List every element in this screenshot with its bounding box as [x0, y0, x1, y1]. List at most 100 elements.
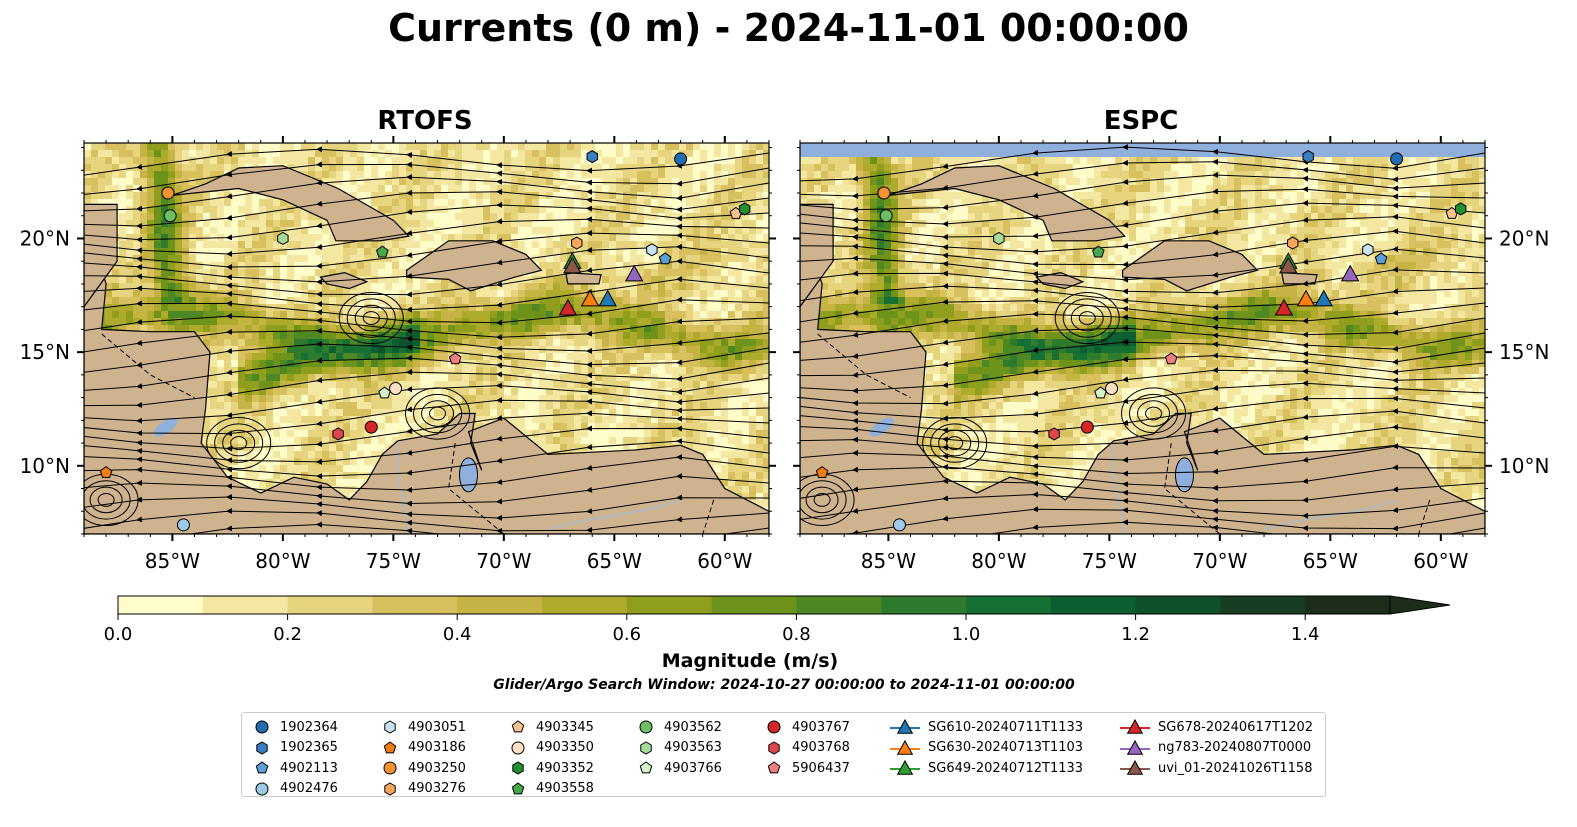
colorbar-tick-label: 1.0: [952, 624, 981, 645]
colorbar-segment: [372, 596, 458, 614]
x-tick-label: 75°W: [366, 549, 421, 573]
colorbar-extend-arrow: [1389, 595, 1451, 615]
float-marker: [1390, 152, 1404, 166]
legend-item: 4903186: [380, 738, 466, 759]
legend-label: 4903276: [408, 781, 466, 797]
colorbar-tick-label: 0.2: [273, 624, 302, 645]
legend-item: SG678-20240617T1202: [1120, 717, 1313, 738]
float-marker: [161, 186, 175, 200]
float-marker: [646, 243, 658, 257]
legend-label: ng783-20240807T0000: [1158, 740, 1312, 756]
float-marker: [1094, 386, 1107, 399]
colorbar-tick-label: 0.4: [443, 624, 472, 645]
float-marker: [877, 186, 891, 200]
float-marker: [993, 231, 1005, 246]
hexagon-icon: [640, 741, 652, 755]
legend-label: 4903250: [408, 760, 466, 776]
map-panel-espc: 85°W 80°W 75°W 70°W 65°W 60°W 10°N 15°N 20°N: [793, 136, 1549, 573]
hexagon-icon: [384, 782, 396, 796]
circle-icon: [511, 741, 525, 755]
colorbar-segment: [881, 596, 967, 614]
legend-item: 4903250: [380, 758, 466, 779]
panel-title-espc: ESPC: [1103, 106, 1179, 136]
legend-item: ng783-20240807T0000: [1120, 738, 1313, 759]
legend-item: 4903768: [764, 738, 850, 759]
legend-item: 4903352: [508, 758, 594, 779]
legend-item: SG610-20240711T1133: [890, 717, 1083, 738]
x-tick-label: 70°W: [1192, 549, 1247, 573]
legend-label: 5906437: [792, 760, 850, 776]
x-tick-label: 85°W: [861, 549, 916, 573]
eddy-streamline: [222, 429, 256, 457]
float-marker: [332, 427, 344, 441]
glider-tracks: [1274, 252, 1360, 316]
landmass: [800, 203, 834, 308]
legend-item: 4903767: [764, 717, 850, 738]
eddy-streamline: [1145, 406, 1163, 421]
float-marker: [879, 209, 893, 223]
legend-item: SG630-20240713T1103: [890, 738, 1083, 759]
glider-marker: [1296, 289, 1316, 307]
glider-marker: [1279, 256, 1298, 274]
legend-label: 1902364: [280, 719, 338, 735]
eddy-streamline: [230, 436, 248, 450]
legend-item: 5906437: [764, 758, 850, 779]
argo-floats: [99, 150, 751, 532]
float-marker: [1454, 202, 1467, 216]
map-panel-rtofs: 85°W 80°W 75°W 70°W 65°W 60°W 10°N 15°N 20°N: [20, 136, 776, 573]
eddy-streamline: [938, 429, 972, 457]
colorbar-segment: [202, 596, 289, 614]
streamline: [852, 519, 1485, 534]
pentagon-icon: [639, 761, 653, 774]
no-data-band: [800, 143, 1485, 157]
colorbar-segment: [1305, 596, 1391, 614]
colorbar-segment: [711, 596, 797, 614]
legend-label: SG610-20240711T1133: [928, 719, 1084, 735]
legend-label: 4902113: [280, 760, 338, 776]
legend: 1902364 1902365 4902113 4902476 4903051 4903…: [241, 712, 1326, 797]
x-tick-label: 60°W: [697, 549, 752, 573]
float-marker: [378, 386, 391, 399]
legend-item: 4903563: [636, 738, 722, 759]
legend-item: 4902113: [252, 758, 338, 779]
colorbar-segment: [118, 596, 204, 614]
float-marker: [1302, 150, 1314, 164]
eddy-streamline: [429, 406, 447, 421]
legend-label: 4903350: [536, 740, 594, 756]
float-marker: [448, 352, 462, 365]
float-marker: [1164, 352, 1178, 365]
glider-marker: [1314, 289, 1333, 307]
search-window-text: Glider/Argo Search Window: 2024-10-27 00…: [493, 677, 1075, 693]
legend-item: 4903766: [636, 758, 722, 779]
legend-label: 1902365: [280, 740, 338, 756]
eddy-streamline: [946, 436, 964, 450]
colorbar-segment: [626, 596, 713, 614]
colorbar-segment: [966, 596, 1052, 614]
triangle-icon: [1120, 760, 1150, 775]
legend-item: 4903345: [508, 717, 594, 738]
legend-label: 4903051: [408, 719, 466, 735]
colorbar-tick-label: 0.8: [782, 624, 811, 645]
glider-marker: [580, 289, 600, 307]
float-marker: [1048, 427, 1060, 441]
x-tick-label: 75°W: [1082, 549, 1137, 573]
map-body: [84, 143, 769, 534]
triangle-icon: [890, 760, 920, 775]
float-marker: [277, 231, 289, 246]
eddy-streamline: [421, 400, 455, 427]
eddy-streamline: [338, 291, 404, 345]
circle-icon: [255, 720, 269, 734]
colorbar-tick-label: 1.4: [1291, 624, 1320, 645]
map-body: [800, 143, 1485, 534]
eddy-streamline: [89, 486, 123, 514]
legend-item: 4902476: [252, 779, 338, 800]
legend-label: 4903766: [664, 760, 722, 776]
legend-item: 4903562: [636, 717, 722, 738]
chart-title: Currents (0 m) - 2024-11-01 00:00:00: [388, 6, 1189, 50]
triangle-icon: [1120, 739, 1150, 755]
float-marker: [674, 152, 688, 166]
pentagon-icon: [383, 741, 397, 754]
x-tick-label: 80°W: [971, 549, 1026, 573]
x-tick-label: 65°W: [587, 549, 642, 573]
